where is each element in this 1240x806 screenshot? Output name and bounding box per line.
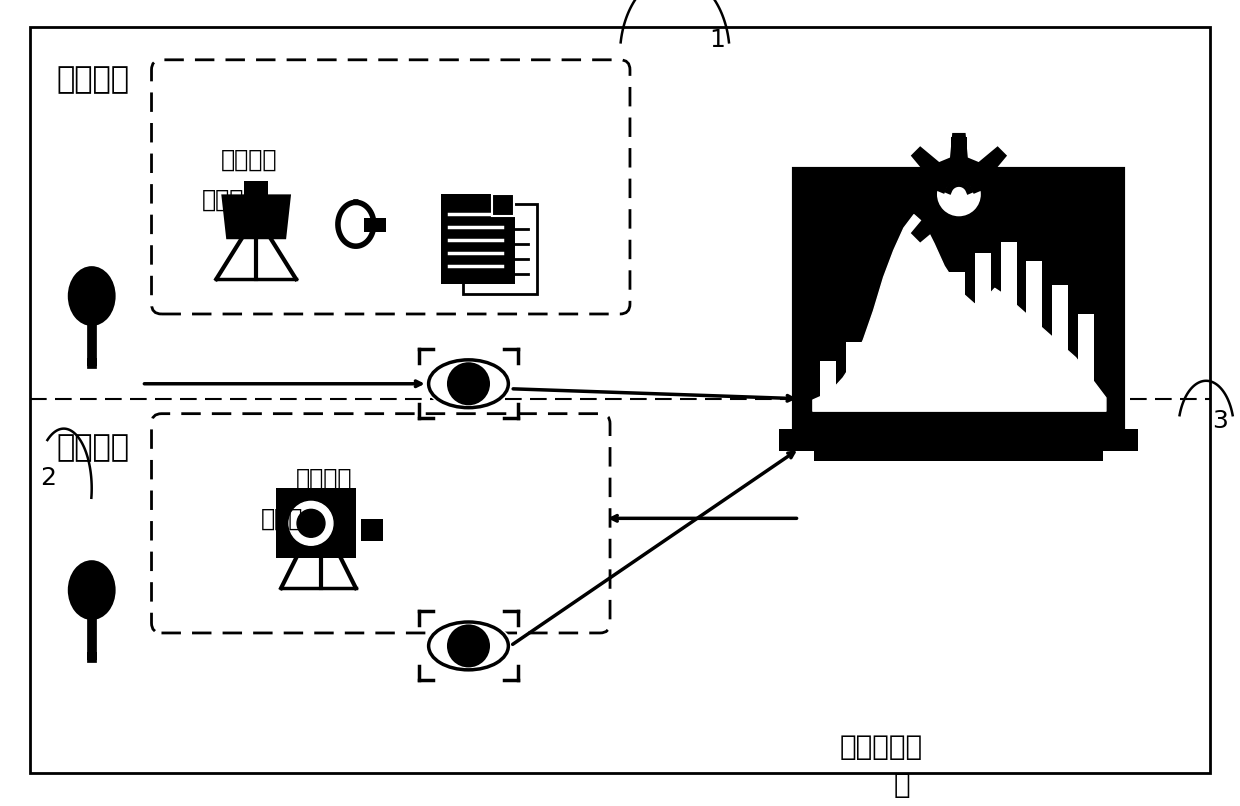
Bar [87, 358, 97, 366]
Text: 1: 1 [709, 28, 725, 52]
Bar [463, 205, 537, 294]
Ellipse shape [424, 620, 512, 672]
Circle shape [937, 172, 981, 216]
Circle shape [446, 362, 490, 405]
Text: 虏膜比对: 虏膜比对 [57, 434, 130, 463]
Ellipse shape [68, 266, 115, 326]
Bar [244, 181, 268, 197]
Bar [1052, 285, 1068, 409]
Bar [846, 343, 862, 409]
Text: 2: 2 [40, 467, 56, 491]
Text: 虏膜识别: 虏膜识别 [296, 467, 352, 491]
Text: 统: 统 [894, 771, 910, 799]
Bar [951, 136, 967, 155]
Polygon shape [221, 194, 291, 239]
Text: 虏膜采集: 虏膜采集 [221, 147, 278, 172]
Text: 3: 3 [1211, 409, 1228, 433]
Text: 摄像头: 摄像头 [262, 506, 304, 530]
FancyBboxPatch shape [151, 413, 610, 633]
Ellipse shape [424, 357, 512, 410]
FancyBboxPatch shape [151, 60, 630, 314]
Circle shape [446, 625, 490, 667]
Bar [924, 295, 940, 409]
Bar [815, 451, 1104, 460]
Bar [821, 361, 837, 409]
Text: 虏膜采集: 虏膜采集 [57, 64, 130, 93]
Bar [1027, 260, 1043, 409]
Bar [1078, 314, 1094, 409]
Text: 虏膜识别系: 虏膜识别系 [839, 733, 923, 761]
Bar [363, 218, 386, 232]
Ellipse shape [429, 622, 508, 670]
Bar [361, 519, 383, 542]
Bar [795, 169, 1123, 429]
Bar [949, 272, 965, 409]
Bar [277, 488, 356, 559]
Bar [872, 329, 888, 409]
Bar [87, 652, 97, 660]
Bar [795, 169, 1123, 429]
Bar [975, 253, 991, 409]
Bar [492, 194, 515, 216]
Ellipse shape [429, 359, 508, 408]
Circle shape [289, 501, 332, 545]
Circle shape [298, 509, 325, 538]
Bar [780, 429, 1138, 451]
Bar [1001, 242, 1017, 409]
Ellipse shape [68, 560, 115, 620]
Text: 摄像头: 摄像头 [201, 188, 244, 211]
Bar [440, 194, 516, 284]
Bar [898, 310, 914, 409]
Polygon shape [898, 133, 1021, 256]
